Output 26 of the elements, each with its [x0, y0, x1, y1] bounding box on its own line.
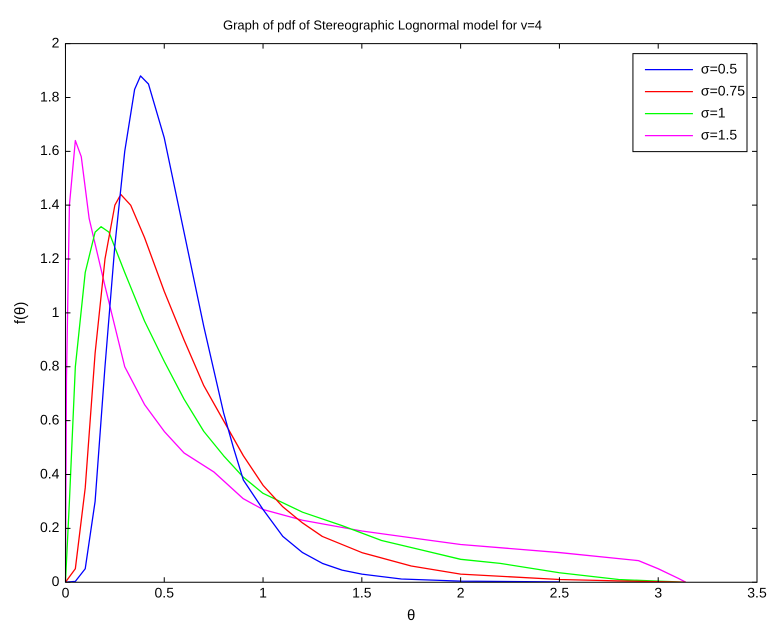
x-tick-label: 0 — [62, 584, 70, 600]
x-tick-label: 3 — [654, 584, 662, 600]
y-tick-label: 0.6 — [40, 411, 60, 428]
legend-label: σ=0.5 — [700, 60, 738, 76]
chart-title: Graph of pdf of Stereographic Lognormal model for v=4 — [222, 17, 542, 32]
x-tick-label: 2 — [456, 584, 465, 600]
y-tick-label: 1.8 — [40, 88, 60, 104]
y-tick-label: 1.4 — [40, 196, 60, 212]
x-tick-label: 3.5 — [747, 584, 767, 600]
y-tick-label: 2 — [52, 34, 60, 50]
y-tick-label: 0.4 — [40, 465, 60, 482]
y-tick-label: 0 — [52, 573, 60, 590]
x-tick-label: 1 — [259, 584, 268, 600]
y-axis-title: f(θ) — [12, 302, 30, 324]
legend-label: σ=1 — [700, 104, 726, 120]
x-axis-title: θ — [407, 607, 416, 624]
y-tick-label: 0.2 — [40, 519, 60, 536]
legend-label: σ=0.75 — [700, 82, 746, 98]
x-tick-label: 0.5 — [154, 584, 174, 600]
y-tick-label: 0.8 — [40, 358, 60, 374]
x-tick-label: 1.5 — [352, 584, 372, 600]
x-tick-label: 2.5 — [550, 584, 570, 600]
y-tick-label: 1.2 — [40, 250, 60, 266]
y-tick-label: 1.6 — [40, 142, 60, 158]
legend-label: σ=1.5 — [700, 126, 738, 142]
y-tick-label: 1 — [52, 304, 60, 320]
